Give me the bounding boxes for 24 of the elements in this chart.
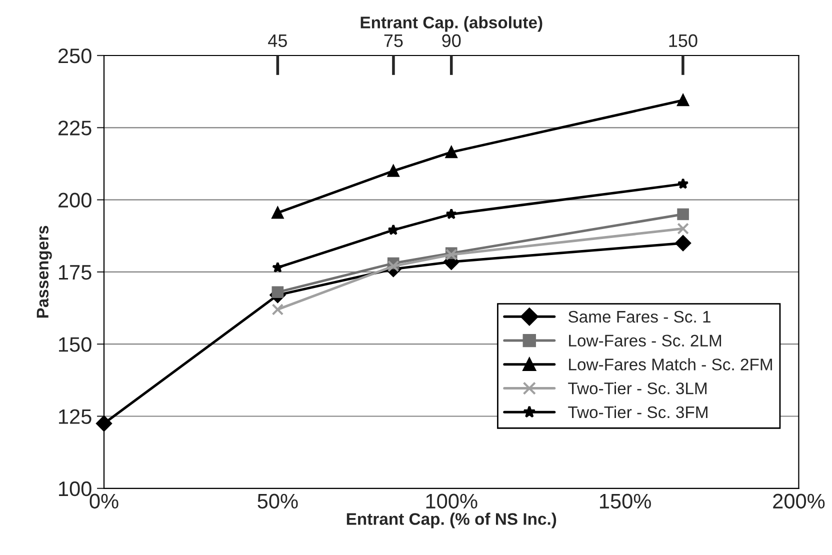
legend-label: Low-Fares - Sc. 2LM: [569, 334, 722, 347]
x2-tick-label: 75: [384, 34, 403, 48]
y-tick-label: 200: [58, 192, 92, 208]
x-tick-label: 100%: [426, 494, 478, 509]
y-axis-title: Passengers: [36, 226, 52, 318]
legend-label: Two-Tier - Sc. 3FM: [568, 406, 708, 418]
x2-axis-title: Entrant Cap. (absolute): [360, 16, 542, 32]
y-tick-label: 225: [58, 120, 92, 136]
x2-tick-label: 90: [442, 34, 461, 48]
y-tick-label: 100: [59, 481, 92, 496]
y-tick-label: 125: [59, 409, 92, 424]
x-tick-label: 150%: [600, 494, 651, 509]
x-axis-title: Entrant Cap. (% of NS Inc.): [346, 512, 556, 528]
y-tick-label: 175: [59, 265, 92, 280]
x-tick-label: 200%: [773, 494, 825, 509]
legend-label: Same Fares - Sc. 1: [568, 310, 710, 323]
x-tick-label: 50%: [258, 494, 298, 509]
legend-label: Low-Fares Match - Sc. 2FM: [569, 358, 772, 370]
x2-tick-label: 45: [268, 34, 287, 48]
x-tick-label: 0%: [90, 494, 118, 509]
y-tick-label: 250: [58, 48, 92, 64]
y-tick-label: 150: [59, 337, 92, 352]
x2-tick-label: 150: [669, 34, 698, 48]
legend-label: Two-Tier - Sc. 3LM: [568, 382, 706, 394]
